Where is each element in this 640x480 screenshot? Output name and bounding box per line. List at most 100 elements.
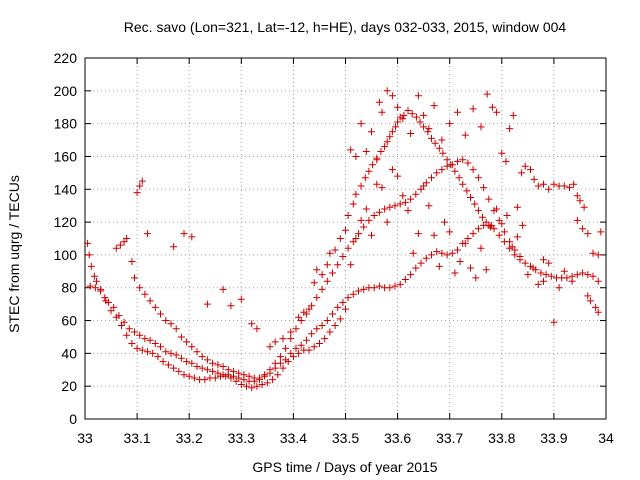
data-point — [190, 374, 198, 382]
data-point — [386, 133, 394, 141]
data-point — [116, 241, 124, 249]
data-point — [441, 218, 448, 226]
data-point — [361, 174, 369, 182]
data-point — [313, 266, 321, 274]
data-point — [144, 348, 151, 356]
data-point — [521, 259, 529, 267]
data-point — [401, 198, 409, 206]
data-point — [271, 359, 279, 367]
data-point — [438, 136, 446, 144]
data-point — [185, 372, 193, 380]
data-point — [316, 340, 323, 347]
data-point — [138, 177, 146, 185]
data-point — [370, 212, 378, 219]
data-point — [183, 338, 191, 346]
data-point — [579, 225, 587, 233]
data-point — [506, 238, 514, 246]
data-point — [454, 157, 461, 165]
data-point — [545, 259, 553, 267]
data-point — [425, 202, 433, 210]
data-point — [97, 287, 105, 295]
data-point — [516, 253, 524, 260]
axis-ticks: 33 33.1 33.2 33.3 33.4 33.5 33.6 33.7 33.8 33.9 34… — [54, 50, 614, 446]
y-tick-label: 80 — [61, 280, 77, 296]
data-point — [409, 249, 417, 257]
data-point — [464, 235, 472, 242]
y-axis-label: STEC from uqrg / TECUs — [6, 175, 22, 333]
data-point — [209, 367, 217, 375]
data-point — [240, 371, 248, 379]
data-point — [287, 335, 295, 343]
data-point — [162, 317, 170, 324]
x-tick-label: 33.9 — [540, 430, 567, 446]
data-point — [313, 325, 321, 333]
data-point — [529, 264, 537, 272]
data-point — [377, 148, 385, 155]
data-point — [563, 274, 571, 282]
data-point — [193, 363, 201, 370]
data-point — [329, 310, 336, 318]
data-point — [146, 336, 154, 344]
y-tick-label: 160 — [54, 148, 78, 164]
data-point — [203, 300, 211, 308]
data-point — [509, 111, 517, 119]
data-point — [394, 118, 402, 126]
data-point — [203, 356, 211, 364]
data-point — [474, 207, 482, 215]
data-point — [248, 384, 256, 392]
data-point — [388, 92, 396, 100]
data-point — [355, 230, 362, 238]
data-point — [329, 269, 336, 277]
x-tick-label: 33.8 — [488, 430, 515, 446]
x-tick-label: 33.2 — [176, 430, 203, 446]
data-point — [500, 228, 508, 236]
data-point — [274, 371, 282, 379]
data-point — [138, 346, 146, 354]
data-point — [399, 115, 407, 123]
data-point — [261, 371, 269, 379]
data-point — [407, 271, 415, 279]
data-point — [540, 256, 547, 264]
data-point — [425, 125, 433, 133]
data-point — [443, 251, 451, 259]
data-point — [295, 313, 303, 321]
data-point — [488, 103, 496, 111]
data-point — [369, 161, 377, 169]
data-point — [399, 192, 407, 200]
data-point — [243, 382, 250, 390]
data-point — [334, 303, 342, 311]
data-point — [394, 103, 402, 111]
data-point — [524, 271, 532, 279]
data-point — [392, 123, 399, 131]
data-point — [438, 249, 446, 257]
data-point — [284, 358, 292, 366]
y-tick-label: 60 — [61, 313, 77, 329]
data-point — [589, 272, 597, 280]
data-point — [446, 120, 454, 128]
data-point — [131, 328, 138, 336]
data-points — [84, 87, 605, 392]
data-point — [584, 230, 592, 238]
data-point — [93, 277, 100, 285]
data-point — [193, 348, 201, 356]
data-point — [188, 343, 196, 351]
data-point — [360, 285, 368, 293]
data-point — [149, 349, 157, 357]
data-point — [112, 244, 120, 252]
data-point — [292, 344, 300, 352]
data-point — [542, 271, 550, 279]
data-point — [198, 364, 206, 372]
data-point — [318, 271, 326, 279]
data-point — [128, 258, 136, 265]
data-point — [513, 233, 521, 241]
data-point — [300, 308, 308, 316]
data-point — [407, 130, 415, 137]
data-point — [101, 294, 109, 302]
data-point — [248, 320, 256, 328]
data-point — [493, 205, 501, 213]
data-point — [198, 353, 206, 361]
data-point — [349, 290, 357, 298]
data-point — [295, 349, 303, 357]
data-point — [451, 167, 459, 175]
data-point — [180, 371, 188, 379]
